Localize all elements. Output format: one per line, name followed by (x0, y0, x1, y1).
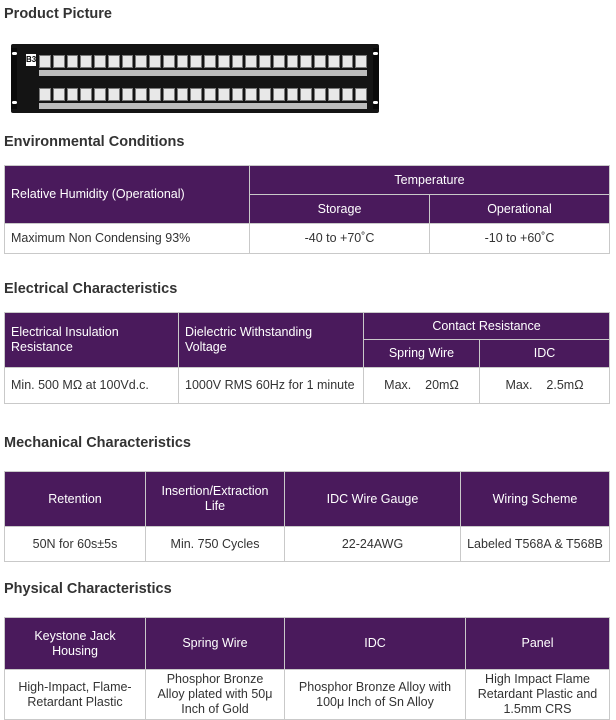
operational-header: Operational (429, 194, 610, 224)
spring-wire-value: Phosphor Bronze Alloy plated with 50μ In… (145, 669, 285, 720)
idc-value: Max. 2.5mΩ (478, 367, 611, 404)
panel-header: Panel (465, 617, 610, 670)
mechanical-title: Mechanical Characteristics (4, 435, 191, 451)
panel-value: High Impact Flame Retardant Plastic and … (465, 669, 610, 720)
product-picture-title: Product Picture (4, 6, 112, 22)
spring-wire-header: Spring Wire (145, 617, 285, 670)
port-row-bottom (39, 88, 367, 101)
spring-wire-value: Max. 20mΩ (363, 367, 480, 404)
mount-hole (12, 101, 17, 104)
retention-header: Retention (4, 471, 146, 527)
housing-value: High-Impact, Flame-Retardant Plastic (4, 669, 146, 720)
environmental-title: Environmental Conditions (4, 134, 185, 150)
dielectric-value: 1000V RMS 60Hz for 1 minute (178, 367, 364, 404)
left-ear (11, 48, 17, 109)
label-strip (39, 70, 367, 76)
wiring-scheme-header: Wiring Scheme (460, 471, 610, 527)
patch-panel-image: B3 (11, 44, 379, 113)
insulation-header: Electrical Insulation Resistance (4, 312, 179, 368)
idc-value: Phosphor Bronze Alloy with 100μ Inch of … (284, 669, 466, 720)
storage-header: Storage (249, 194, 430, 224)
mount-hole (373, 52, 378, 55)
label-strip (39, 103, 367, 109)
idc-header: IDC (284, 617, 466, 670)
storage-value: -40 to +70˚C (249, 223, 430, 254)
retention-value: 50N for 60s±5s (4, 526, 146, 562)
mechanical-table: Retention Insertion/Extraction Life IDC … (4, 471, 610, 562)
dielectric-header: Dielectric Withstanding Voltage (178, 312, 364, 368)
mount-hole (12, 52, 17, 55)
right-ear (373, 48, 379, 109)
humidity-header: Relative Humidity (Operational) (4, 165, 250, 224)
insertion-life-value: Min. 750 Cycles (145, 526, 285, 562)
electrical-table: Electrical Insulation Resistance Dielect… (4, 312, 611, 404)
mount-hole (373, 101, 378, 104)
idc-wire-gauge-header: IDC Wire Gauge (284, 471, 461, 527)
brand-logo: B3 (26, 54, 37, 66)
port-row-top (39, 55, 367, 68)
idc-wire-gauge-value: 22-24AWG (284, 526, 461, 562)
spring-wire-header: Spring Wire (363, 339, 480, 368)
wiring-scheme-value: Labeled T568A & T568B (460, 526, 610, 562)
contact-resistance-header: Contact Resistance (362, 312, 611, 340)
insertion-life-header: Insertion/Extraction Life (145, 471, 285, 527)
environmental-table: Relative Humidity (Operational) Temperat… (4, 165, 610, 254)
housing-header: Keystone Jack Housing (4, 617, 146, 670)
insulation-value: Min. 500 MΩ at 100Vd.c. (4, 367, 179, 404)
physical-title: Physical Characteristics (4, 581, 172, 597)
idc-header: IDC (478, 339, 611, 368)
electrical-title: Electrical Characteristics (4, 281, 178, 297)
operational-value: -10 to +60˚C (429, 223, 610, 254)
temperature-header: Temperature (249, 165, 610, 195)
physical-table: Keystone Jack Housing Spring Wire IDC Pa… (4, 617, 610, 720)
humidity-value: Maximum Non Condensing 93% (4, 223, 250, 254)
